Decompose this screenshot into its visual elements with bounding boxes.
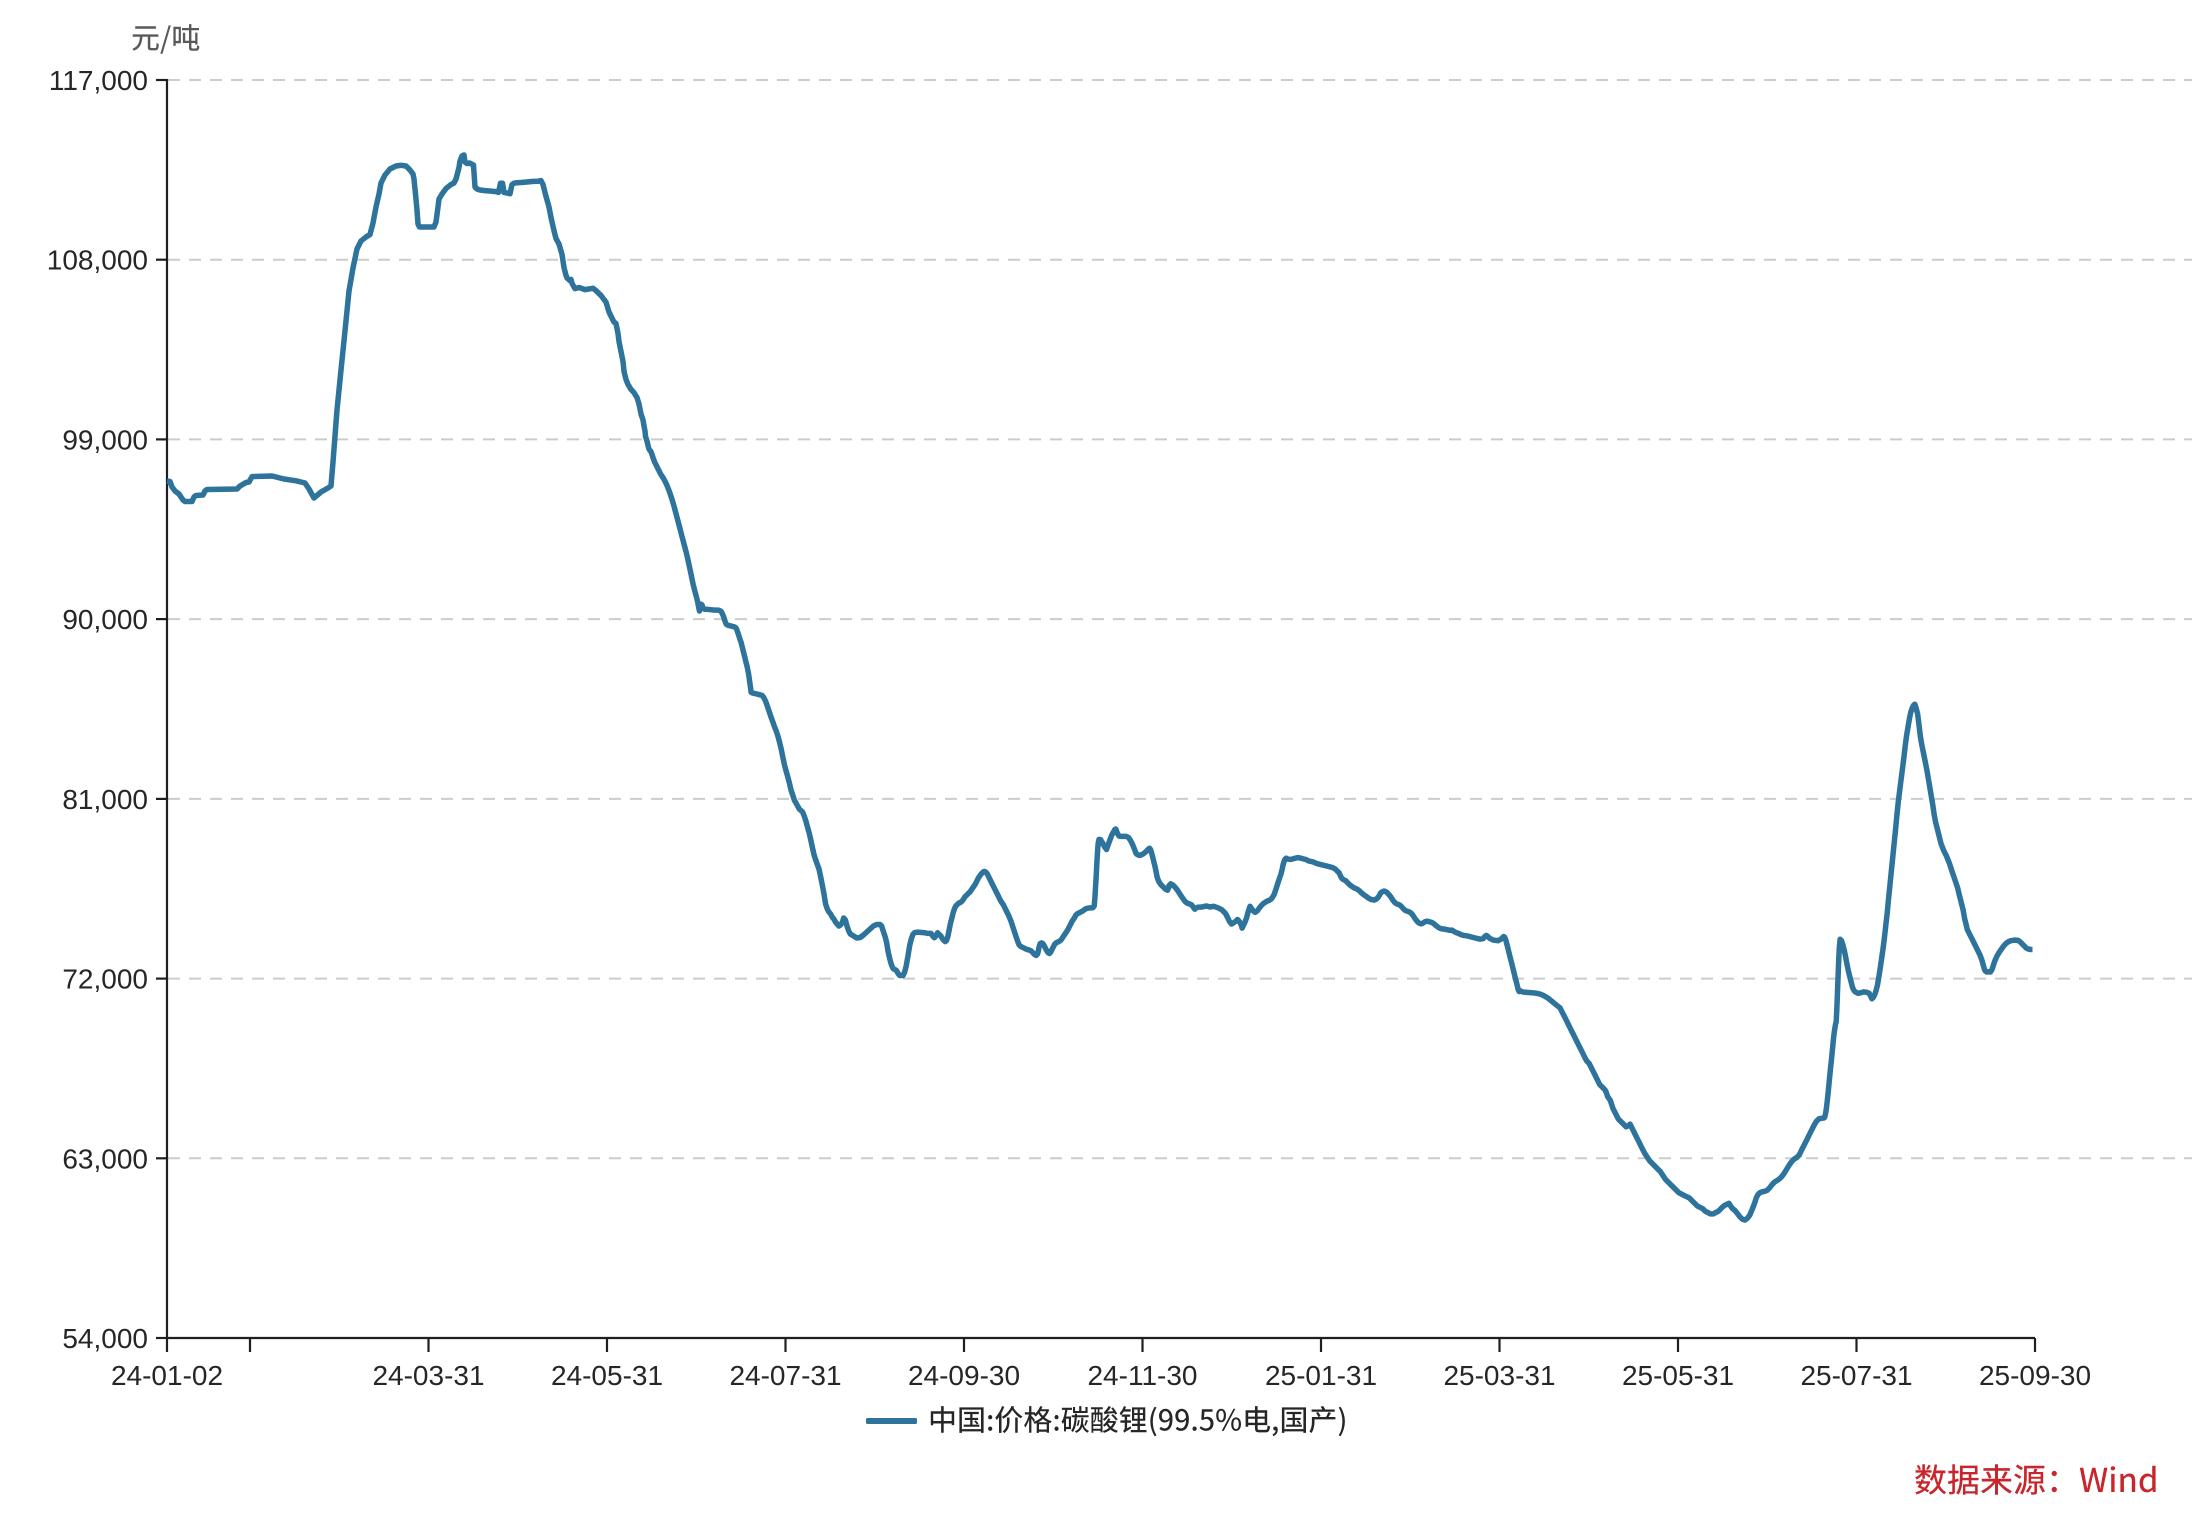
svg-text:25-05-31: 25-05-31 (1622, 1360, 1734, 1391)
svg-text:24-11-30: 24-11-30 (1087, 1360, 1197, 1391)
svg-text:24-03-31: 24-03-31 (372, 1360, 484, 1391)
svg-text:25-09-30: 25-09-30 (1979, 1360, 2091, 1391)
svg-text:72,000: 72,000 (62, 964, 148, 995)
svg-text:25-01-31: 25-01-31 (1265, 1360, 1377, 1391)
svg-text:108,000: 108,000 (47, 245, 148, 276)
svg-text:24-07-31: 24-07-31 (729, 1360, 841, 1391)
svg-text:24-01-02: 24-01-02 (111, 1360, 223, 1391)
svg-text:90,000: 90,000 (62, 604, 148, 635)
svg-text:54,000: 54,000 (62, 1323, 148, 1354)
svg-text:24-09-30: 24-09-30 (908, 1360, 1020, 1391)
svg-text:99,000: 99,000 (62, 424, 148, 455)
svg-text:63,000: 63,000 (62, 1143, 148, 1174)
svg-text:24-05-31: 24-05-31 (551, 1360, 663, 1391)
svg-text:117,000: 117,000 (49, 65, 148, 96)
svg-text:25-07-31: 25-07-31 (1800, 1360, 1912, 1391)
svg-text:25-03-31: 25-03-31 (1443, 1360, 1555, 1391)
svg-text:81,000: 81,000 (62, 784, 148, 815)
